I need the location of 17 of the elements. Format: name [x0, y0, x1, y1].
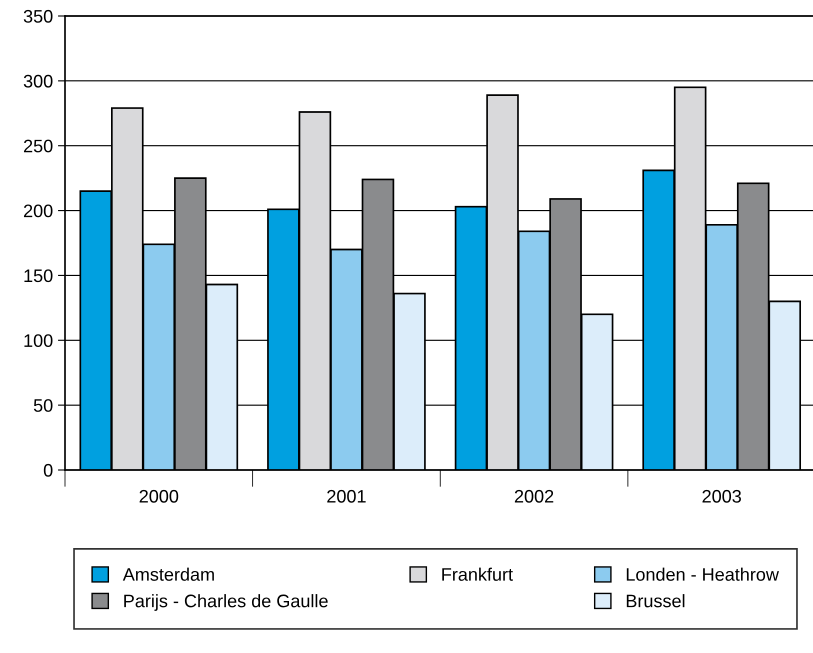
legend-label: Parijs - Charles de Gaulle — [124, 594, 328, 611]
x-tick-label: 2001 — [327, 490, 366, 503]
x-tick-label: 2000 — [140, 490, 178, 503]
y-tick-label: 150 — [24, 269, 52, 282]
y-tick-label: 300 — [24, 74, 52, 88]
y-tick-label: 0 — [44, 464, 52, 477]
y-tick-label: 350 — [24, 10, 52, 23]
y-tick-label: 100 — [24, 334, 52, 348]
legend-label: Frankfurt — [442, 568, 513, 581]
legend-label: Londen - Heathrow — [626, 568, 779, 581]
x-tick-label: 2002 — [514, 490, 554, 503]
x-tick-label: 2003 — [702, 490, 741, 503]
legend-label: Brussel — [626, 594, 684, 608]
legend-label: Amsterdam — [122, 568, 214, 581]
y-tick-label: 50 — [34, 399, 52, 412]
y-tick-label: 200 — [24, 204, 52, 218]
y-tick-label: 250 — [24, 140, 52, 152]
